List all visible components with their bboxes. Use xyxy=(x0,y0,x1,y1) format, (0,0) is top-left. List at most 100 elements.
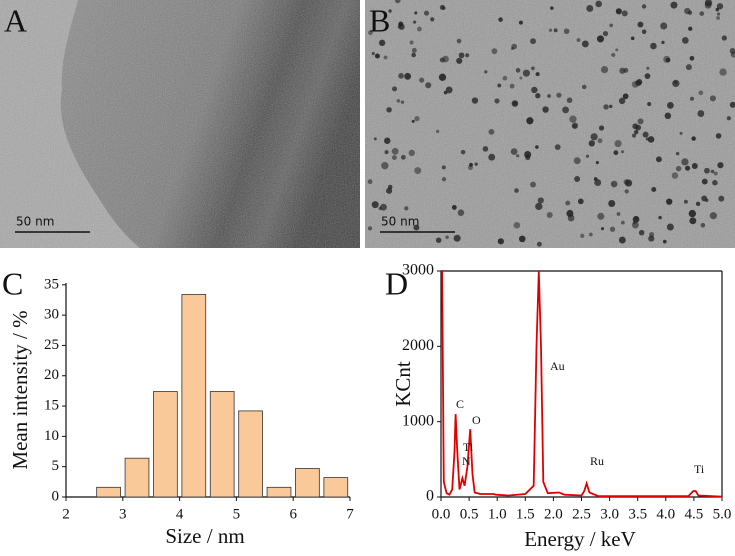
particle xyxy=(494,98,500,104)
x-tick-label: 4.5 xyxy=(685,506,704,522)
particle xyxy=(699,11,705,16)
y-tick-label: 15 xyxy=(44,398,59,414)
particle xyxy=(400,154,406,160)
particle xyxy=(687,10,693,15)
particle xyxy=(535,93,541,99)
particle xyxy=(515,68,521,73)
particle xyxy=(638,229,645,236)
y-axis-label: KCnt xyxy=(391,361,415,407)
particle xyxy=(651,186,657,192)
particle xyxy=(715,7,720,12)
spectrum-line xyxy=(441,270,723,498)
particle xyxy=(637,118,644,125)
particle xyxy=(624,189,629,194)
particle xyxy=(411,119,415,123)
x-tick-label: 5.0 xyxy=(713,506,732,522)
particle xyxy=(388,9,392,13)
peak-label: O xyxy=(472,413,481,427)
particle xyxy=(621,150,625,154)
particle xyxy=(482,146,489,152)
particle xyxy=(373,137,377,141)
particle xyxy=(413,224,420,231)
y-axis-label: Mean intensity / % xyxy=(8,310,32,469)
particle xyxy=(394,0,401,4)
peak-label: Ti xyxy=(694,462,705,476)
bar xyxy=(323,477,349,498)
x-tick-label: 4.0 xyxy=(656,506,675,522)
particle xyxy=(664,112,672,120)
particle xyxy=(647,136,655,143)
particle xyxy=(632,123,639,130)
particle xyxy=(460,149,466,155)
particle xyxy=(414,11,418,15)
particle xyxy=(595,0,602,8)
particle xyxy=(684,165,691,171)
particle xyxy=(484,70,488,74)
particle xyxy=(719,68,727,76)
particle xyxy=(553,28,558,33)
y-tick-label: 0 xyxy=(52,488,60,504)
particle xyxy=(661,40,665,45)
bar xyxy=(181,294,207,498)
particle xyxy=(647,102,652,107)
particle xyxy=(384,137,391,144)
particle xyxy=(581,84,587,90)
particle xyxy=(404,72,412,80)
x-tick-label: 3.5 xyxy=(628,506,647,522)
particle xyxy=(685,64,692,71)
particle xyxy=(623,67,629,73)
particle xyxy=(566,209,574,217)
particle xyxy=(535,145,539,149)
particle xyxy=(498,17,503,22)
x-tick-label: 3.0 xyxy=(600,506,619,522)
particle xyxy=(675,165,682,172)
y-tick-label: 1000 xyxy=(402,412,434,429)
particle xyxy=(441,165,446,170)
particle xyxy=(618,236,626,244)
particle xyxy=(588,140,595,147)
particle xyxy=(554,144,561,151)
particle xyxy=(698,90,704,96)
particle xyxy=(383,55,388,60)
particle xyxy=(716,3,724,10)
particle xyxy=(367,226,373,231)
particle xyxy=(681,37,689,44)
y-tick-label: 30 xyxy=(44,307,59,323)
panel-label: B xyxy=(369,2,390,38)
particle xyxy=(392,86,398,92)
particle xyxy=(514,188,519,193)
particle xyxy=(535,202,543,211)
particle xyxy=(458,52,465,59)
particle xyxy=(704,1,712,9)
particle xyxy=(502,75,508,81)
particle xyxy=(411,47,417,53)
particle xyxy=(683,199,688,204)
particle xyxy=(398,21,404,27)
particle xyxy=(729,101,735,108)
particle xyxy=(700,222,706,228)
particle xyxy=(644,73,651,80)
particle xyxy=(681,158,689,166)
particle xyxy=(689,217,697,225)
particle xyxy=(519,76,523,80)
particle xyxy=(609,23,614,28)
particle xyxy=(518,235,526,243)
particle xyxy=(547,94,551,98)
particle xyxy=(381,162,389,170)
particle xyxy=(715,133,722,139)
particle xyxy=(717,162,724,169)
scale-bar-label: 50 nm xyxy=(16,215,54,229)
particle xyxy=(518,20,523,25)
particle xyxy=(497,238,504,245)
particle xyxy=(537,197,544,204)
particle xyxy=(471,97,479,104)
particle xyxy=(701,178,708,185)
particle xyxy=(469,162,473,167)
particle xyxy=(721,35,727,41)
particle xyxy=(718,195,725,202)
particle xyxy=(435,237,442,243)
particle xyxy=(688,209,697,218)
particle xyxy=(548,28,553,32)
particle xyxy=(637,21,644,28)
particle xyxy=(666,223,674,231)
